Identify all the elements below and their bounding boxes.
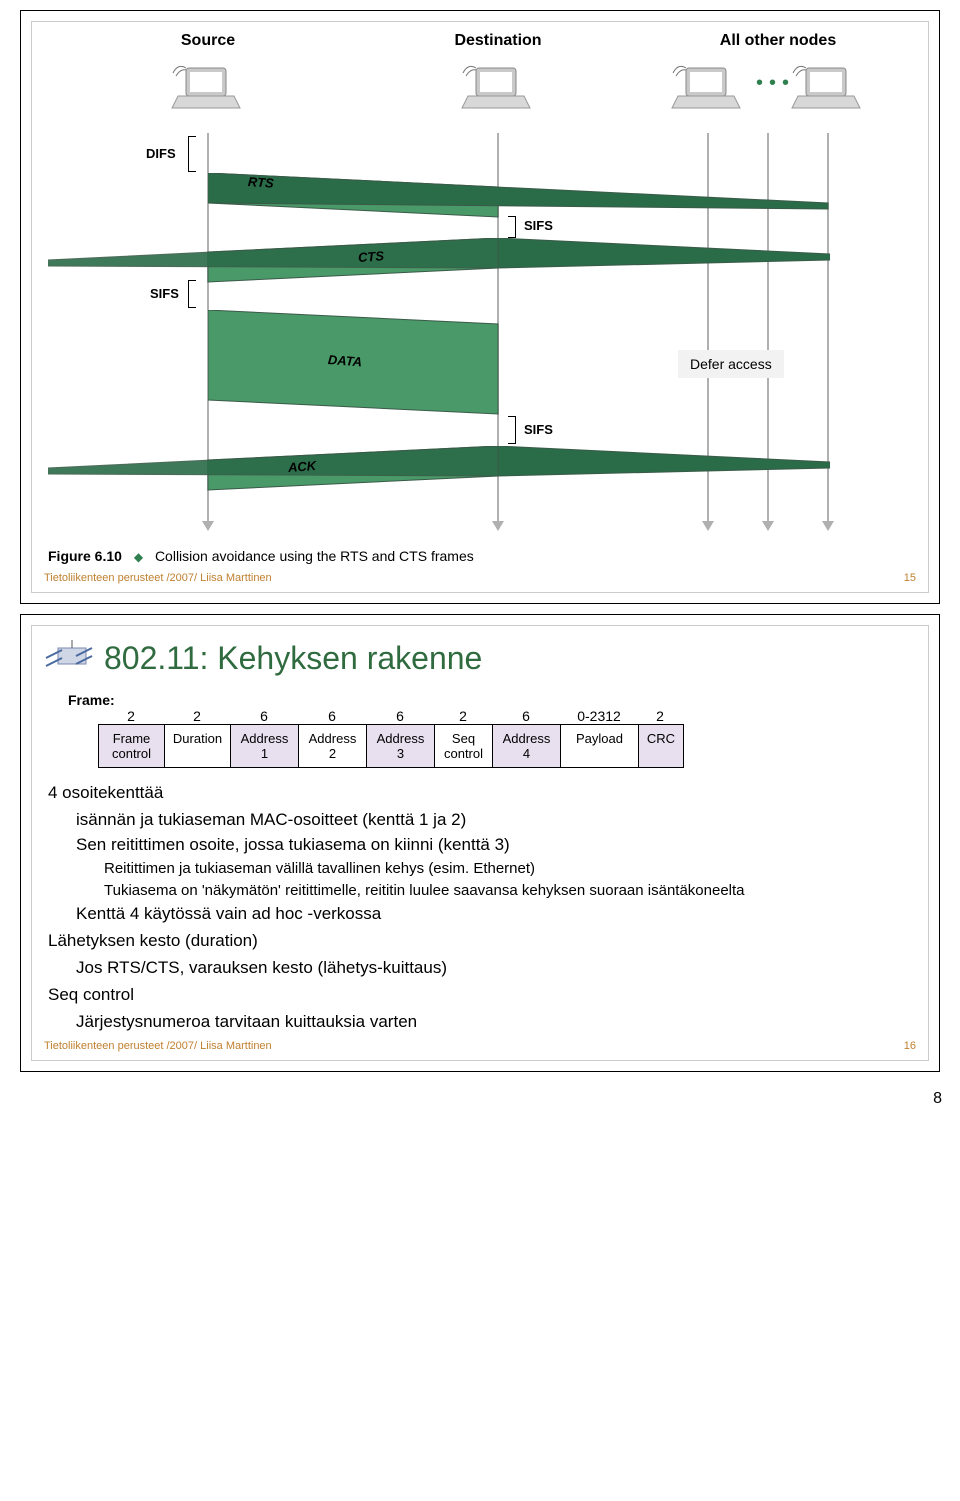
laptop-icon xyxy=(788,58,868,113)
frame-field: Duration xyxy=(165,725,231,767)
frame-field: Payload xyxy=(561,725,639,767)
ack-label: ACK xyxy=(287,458,316,475)
arrow-down-icon xyxy=(822,521,834,531)
collision-diagram: Source Destination All other nodes ••• xyxy=(38,28,918,568)
data-label: DATA xyxy=(327,352,362,369)
slide-title: 802.11: Kehyksen rakenne xyxy=(104,640,482,677)
sifs-bracket-2 xyxy=(188,280,196,308)
bullet-lvl1: Lähetyksen kesto (duration) xyxy=(48,930,916,953)
figure-number: Figure 6.10 xyxy=(48,548,122,564)
frame-field: Address4 xyxy=(493,725,561,767)
bullet-lvl1: 4 osoitekenttää xyxy=(48,782,916,805)
slide-footer: Tietoliikenteen perusteet /2007/ Liisa M… xyxy=(38,572,922,586)
byte-count: 6 xyxy=(492,708,560,724)
frame-field: Framecontrol xyxy=(99,725,165,767)
byte-count: 6 xyxy=(366,708,434,724)
bullet-lvl3: Tukiasema on 'näkymätön' reitittimelle, … xyxy=(104,881,916,901)
bullet-lvl2: isännän ja tukiaseman MAC-osoitteet (ken… xyxy=(76,809,916,832)
ack-band xyxy=(48,446,830,496)
frame-label: Frame: xyxy=(68,692,922,708)
diamond-icon: ◆ xyxy=(126,550,151,564)
bullet-lvl2: Sen reitittimen osoite, jossa tukiasema … xyxy=(76,834,916,857)
bullet-lvl3: Reitittimen ja tukiaseman välillä tavall… xyxy=(104,859,916,879)
difs-label: DIFS xyxy=(146,146,176,161)
rts-label: RTS xyxy=(247,174,274,191)
footer-right: 15 xyxy=(904,572,916,584)
byte-count: 2 xyxy=(638,708,682,724)
figure-text: Collision avoidance using the RTS and CT… xyxy=(155,548,474,564)
byte-count: 2 xyxy=(164,708,230,724)
difs-bracket xyxy=(188,136,196,172)
slide-frame-structure: 802.11: Kehyksen rakenne Frame: 22666260… xyxy=(20,614,940,1072)
frame-field: Address1 xyxy=(231,725,299,767)
frame-fields-row: FramecontrolDurationAddress1Address2Addr… xyxy=(98,724,684,768)
byte-count: 2 xyxy=(98,708,164,724)
sifs-bracket xyxy=(508,216,516,238)
title-row: 802.11: Kehyksen rakenne xyxy=(44,638,922,678)
ellipsis-icon: ••• xyxy=(756,72,795,95)
col-source-label: Source xyxy=(138,32,278,50)
arrow-down-icon xyxy=(702,521,714,531)
sifs-label-2: SIFS xyxy=(150,286,179,301)
figure-caption: Figure 6.10 ◆ Collision avoidance using … xyxy=(48,548,474,564)
sifs-bracket-3 xyxy=(508,416,516,444)
page-number: 8 xyxy=(0,1082,960,1116)
byte-count: 6 xyxy=(230,708,298,724)
rts-band xyxy=(208,173,830,223)
slide-inner: 802.11: Kehyksen rakenne Frame: 22666260… xyxy=(31,625,929,1061)
arrow-down-icon xyxy=(202,521,214,531)
frame-field: Address2 xyxy=(299,725,367,767)
footer-left: Tietoliikenteen perusteet /2007/ Liisa M… xyxy=(44,1040,272,1052)
byte-count: 0-2312 xyxy=(560,708,638,724)
cts-label: CTS xyxy=(357,248,384,265)
frame-structure: Frame: 22666260-23122 FramecontrolDurati… xyxy=(68,692,922,768)
title-icon xyxy=(44,638,94,678)
frame-field: Address3 xyxy=(367,725,435,767)
byte-count: 2 xyxy=(434,708,492,724)
arrow-down-icon xyxy=(762,521,774,531)
col-others-label: All other nodes xyxy=(678,32,878,50)
frame-field: CRC xyxy=(639,725,683,767)
frame-field: Seqcontrol xyxy=(435,725,493,767)
laptop-icon xyxy=(458,58,538,113)
col-dest-label: Destination xyxy=(428,32,568,50)
byte-count: 6 xyxy=(298,708,366,724)
footer-right: 16 xyxy=(904,1040,916,1052)
bullet-lvl2: Järjestysnumeroa tarvitaan kuittauksia v… xyxy=(76,1011,916,1034)
footer-left: Tietoliikenteen perusteet /2007/ Liisa M… xyxy=(44,572,272,584)
sifs-label-3: SIFS xyxy=(524,422,553,437)
slide-footer: Tietoliikenteen perusteet /2007/ Liisa M… xyxy=(38,1040,922,1054)
bullet-lvl2: Kenttä 4 käytössä vain ad hoc -verkossa xyxy=(76,903,916,926)
slide-collision-diagram: Source Destination All other nodes ••• xyxy=(20,10,940,604)
slide-inner: Source Destination All other nodes ••• xyxy=(31,21,929,593)
content-block: 4 osoitekenttää isännän ja tukiaseman MA… xyxy=(48,782,916,1034)
bullet-lvl1: Seq control xyxy=(48,984,916,1007)
laptop-icon xyxy=(168,58,248,113)
arrow-down-icon xyxy=(492,521,504,531)
laptop-icon xyxy=(668,58,748,113)
sifs-label-1: SIFS xyxy=(524,218,553,233)
bullet-lvl2: Jos RTS/CTS, varauksen kesto (lähetys-ku… xyxy=(76,957,916,980)
frame-bytes-row: 22666260-23122 xyxy=(98,708,922,724)
defer-access-box: Defer access xyxy=(678,350,784,378)
cts-band xyxy=(48,238,830,288)
